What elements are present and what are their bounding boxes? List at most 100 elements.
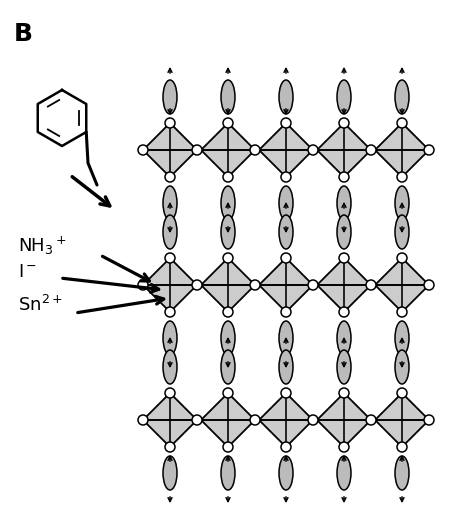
Polygon shape [228,393,255,420]
Polygon shape [170,258,197,285]
Circle shape [223,307,233,317]
Polygon shape [402,123,429,150]
Ellipse shape [221,80,235,114]
Circle shape [138,145,148,155]
Polygon shape [286,258,313,285]
Polygon shape [259,258,286,285]
Polygon shape [143,420,170,447]
Polygon shape [402,420,429,447]
Polygon shape [228,258,255,285]
Circle shape [339,307,349,317]
Circle shape [366,280,376,290]
Ellipse shape [163,80,177,114]
Circle shape [424,145,434,155]
Ellipse shape [163,321,177,355]
Polygon shape [143,393,170,420]
Ellipse shape [279,80,293,114]
Ellipse shape [279,350,293,384]
Ellipse shape [395,215,409,249]
Ellipse shape [395,186,409,220]
Circle shape [192,280,202,290]
Circle shape [397,172,407,182]
Ellipse shape [163,215,177,249]
Polygon shape [402,258,429,285]
Polygon shape [375,258,402,285]
Polygon shape [317,123,344,150]
Ellipse shape [279,186,293,220]
Ellipse shape [279,456,293,490]
Circle shape [250,145,260,155]
Polygon shape [344,420,371,447]
Polygon shape [170,420,197,447]
Polygon shape [143,258,170,285]
Polygon shape [170,150,197,177]
Circle shape [339,442,349,452]
Polygon shape [170,285,197,312]
Circle shape [223,253,233,263]
Polygon shape [375,393,402,420]
Polygon shape [375,420,402,447]
Circle shape [339,118,349,128]
Circle shape [223,388,233,398]
Ellipse shape [395,456,409,490]
Ellipse shape [163,186,177,220]
Circle shape [250,280,260,290]
Polygon shape [143,150,170,177]
Ellipse shape [337,350,351,384]
Circle shape [165,118,175,128]
Circle shape [339,172,349,182]
Polygon shape [143,285,170,312]
Circle shape [424,415,434,425]
Polygon shape [344,258,371,285]
Ellipse shape [395,350,409,384]
Ellipse shape [163,350,177,384]
Circle shape [339,253,349,263]
Polygon shape [375,285,402,312]
Circle shape [397,307,407,317]
Polygon shape [317,258,344,285]
Ellipse shape [337,186,351,220]
Polygon shape [228,123,255,150]
Circle shape [165,172,175,182]
Polygon shape [201,420,228,447]
Ellipse shape [395,321,409,355]
Ellipse shape [279,321,293,355]
Circle shape [397,442,407,452]
Polygon shape [317,420,344,447]
Polygon shape [170,393,197,420]
Circle shape [366,145,376,155]
Circle shape [281,118,291,128]
Polygon shape [317,393,344,420]
Polygon shape [344,393,371,420]
Circle shape [308,415,318,425]
Circle shape [281,307,291,317]
Ellipse shape [337,321,351,355]
Polygon shape [259,393,286,420]
Polygon shape [286,420,313,447]
Polygon shape [228,285,255,312]
Circle shape [308,145,318,155]
Ellipse shape [337,456,351,490]
Ellipse shape [221,350,235,384]
Circle shape [424,280,434,290]
Ellipse shape [337,80,351,114]
Circle shape [366,415,376,425]
Polygon shape [201,123,228,150]
Polygon shape [259,123,286,150]
Polygon shape [201,150,228,177]
Polygon shape [402,393,429,420]
Polygon shape [286,393,313,420]
Ellipse shape [395,80,409,114]
Circle shape [339,388,349,398]
Text: Sn$^{2+}$: Sn$^{2+}$ [18,295,63,315]
Circle shape [308,280,318,290]
Polygon shape [402,150,429,177]
Circle shape [192,145,202,155]
Polygon shape [375,123,402,150]
Polygon shape [344,285,371,312]
Text: NH$_3$$^+$: NH$_3$$^+$ [18,235,67,257]
Polygon shape [201,258,228,285]
Polygon shape [317,285,344,312]
Text: B: B [14,22,33,46]
Ellipse shape [221,456,235,490]
